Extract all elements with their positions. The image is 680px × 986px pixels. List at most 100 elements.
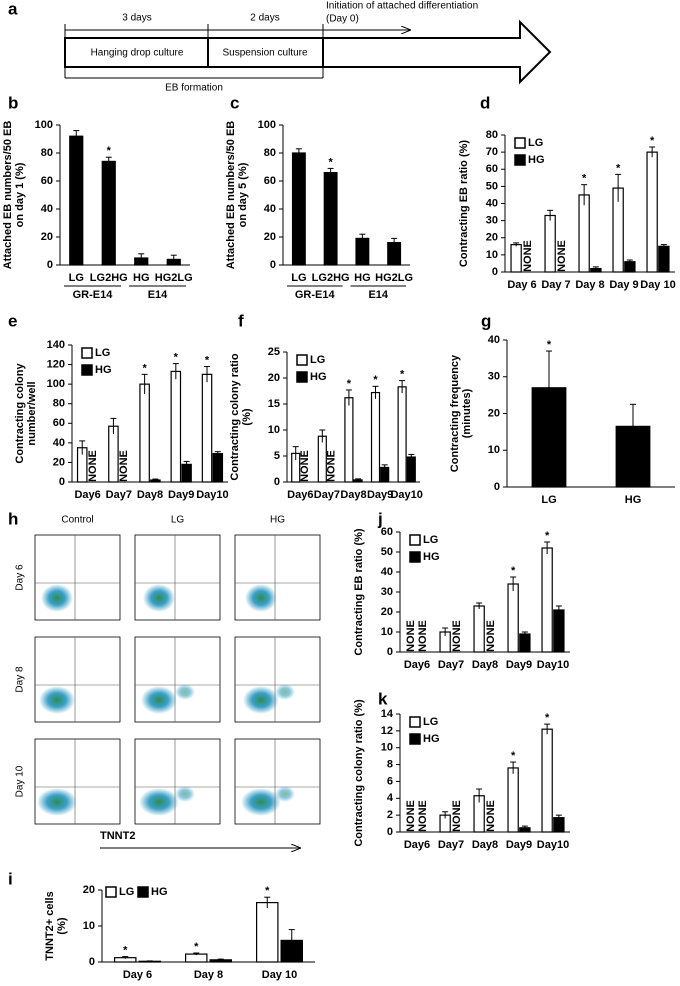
y-tick-label: 100 xyxy=(258,119,276,131)
bar xyxy=(101,160,116,266)
row-header: Day 8 xyxy=(15,666,26,693)
y-tick-label: 0 xyxy=(492,266,498,278)
y-tick-label: 8 xyxy=(387,758,393,770)
y-tick-label: 80 xyxy=(264,147,276,159)
x-tick-label: Day9 xyxy=(367,489,393,501)
bar xyxy=(291,152,306,266)
x-tick-label: LG xyxy=(541,494,556,506)
y-tick-label: 0 xyxy=(89,956,95,968)
duration: 2 days xyxy=(250,13,279,24)
x-tick-label: Day8 xyxy=(137,489,163,501)
group-label: GR-E14 xyxy=(295,289,336,301)
y-tick-label: 20 xyxy=(41,231,53,243)
y-tick-label: 6 xyxy=(387,775,393,787)
legend-label: LG xyxy=(95,347,110,359)
x-tick-label: Day10 xyxy=(537,659,569,671)
y-tick-label: 140 xyxy=(47,339,65,351)
stage: Suspension culture xyxy=(222,48,307,59)
y-tick-label: 80 xyxy=(486,129,498,141)
significance: * xyxy=(107,145,112,157)
y-tick-label: 70 xyxy=(486,146,498,158)
panel-letter: i xyxy=(8,869,13,888)
y-tick-label: 5 xyxy=(274,450,280,462)
significance: * xyxy=(205,354,210,366)
significance: * xyxy=(328,156,333,168)
y-axis-label: on day 1 (%) xyxy=(14,162,26,227)
x-tick-label: Day6 xyxy=(404,659,430,671)
y-axis-label: on day 5 (%) xyxy=(237,162,249,227)
x-tick-label: LG2HG xyxy=(312,272,350,284)
significance: * xyxy=(174,351,179,363)
x-tick-label: Day6 xyxy=(287,489,313,501)
initiation: Initiation of attached differentiation xyxy=(326,1,478,12)
none-label: NONE xyxy=(118,450,130,482)
group-label: GR-E14 xyxy=(73,289,114,301)
significance: * xyxy=(547,339,552,351)
bar xyxy=(185,953,208,963)
y-tick-label: 40 xyxy=(53,437,65,449)
y-tick-label: 0 xyxy=(270,259,276,271)
significance: * xyxy=(142,362,147,374)
legend-swatch xyxy=(296,354,308,366)
none-label: NONE xyxy=(556,240,568,272)
legend-swatch xyxy=(105,886,117,898)
x-tick-label: HG xyxy=(625,494,642,506)
y-axis-label: (%) xyxy=(56,917,68,934)
x-tick-label: Day 10 xyxy=(262,969,297,981)
x-tick-label: Day 6 xyxy=(507,279,536,291)
significance: * xyxy=(123,945,128,957)
column-header: Control xyxy=(61,515,93,526)
y-tick-label: 10 xyxy=(83,920,95,932)
legend-label: HG xyxy=(151,886,168,898)
legend-label: LG xyxy=(119,886,134,898)
significance: * xyxy=(650,135,655,147)
cell-cloud xyxy=(37,788,77,816)
y-axis-label: (minutes) xyxy=(461,388,473,438)
bar xyxy=(397,386,407,483)
y-tick-label: 0 xyxy=(47,259,53,271)
flow-plot xyxy=(234,534,321,621)
process-arrow xyxy=(64,19,552,85)
y-tick-label: 40 xyxy=(264,203,276,215)
bar xyxy=(139,383,150,483)
y-axis-label: Attached EB numbers/50 EB xyxy=(225,121,237,270)
cell-cloud xyxy=(175,684,195,700)
row-header: Day 10 xyxy=(15,765,26,797)
y-tick-label: 20 xyxy=(268,372,280,384)
bar xyxy=(658,245,670,273)
bar xyxy=(507,767,519,833)
axis-label: TNNT2 xyxy=(100,830,135,842)
y-tick-label: 40 xyxy=(381,566,393,578)
y-tick-label: 10 xyxy=(381,742,393,754)
column-header: HG xyxy=(270,515,285,526)
x-tick-label: HG xyxy=(133,272,150,284)
significance: * xyxy=(347,378,352,390)
significance: * xyxy=(511,750,516,762)
caption: EB formation xyxy=(165,83,223,94)
group-label: E14 xyxy=(148,289,168,301)
bar xyxy=(323,172,338,266)
panel-letter: e xyxy=(8,311,17,330)
cell-cloud xyxy=(275,684,295,700)
significance: * xyxy=(373,374,378,386)
x-tick-label: Day7 xyxy=(438,659,464,671)
x-tick-label: Day6 xyxy=(74,489,100,501)
x-tick-label: Day 6 xyxy=(123,969,152,981)
bar xyxy=(201,373,213,483)
y-tick-label: 20 xyxy=(488,407,500,419)
panel-letter: k xyxy=(378,689,388,708)
x-tick-label: Day 7 xyxy=(541,279,570,291)
legend-label: LG xyxy=(423,534,438,546)
flow-grid: Control LG HG Day 6 Day 8 Day 10 xyxy=(15,515,321,825)
none-label: NONE xyxy=(325,450,337,482)
legend-swatch xyxy=(409,733,421,745)
x-tick-label: LG2HG xyxy=(90,272,128,284)
row-header: Day 6 xyxy=(15,564,26,591)
group-label: E14 xyxy=(368,289,388,301)
y-tick-label: 40 xyxy=(41,203,53,215)
x-tick-label: LG xyxy=(291,272,306,284)
x-tick-label: Day6 xyxy=(404,839,430,851)
y-tick-label: 40 xyxy=(486,197,498,209)
